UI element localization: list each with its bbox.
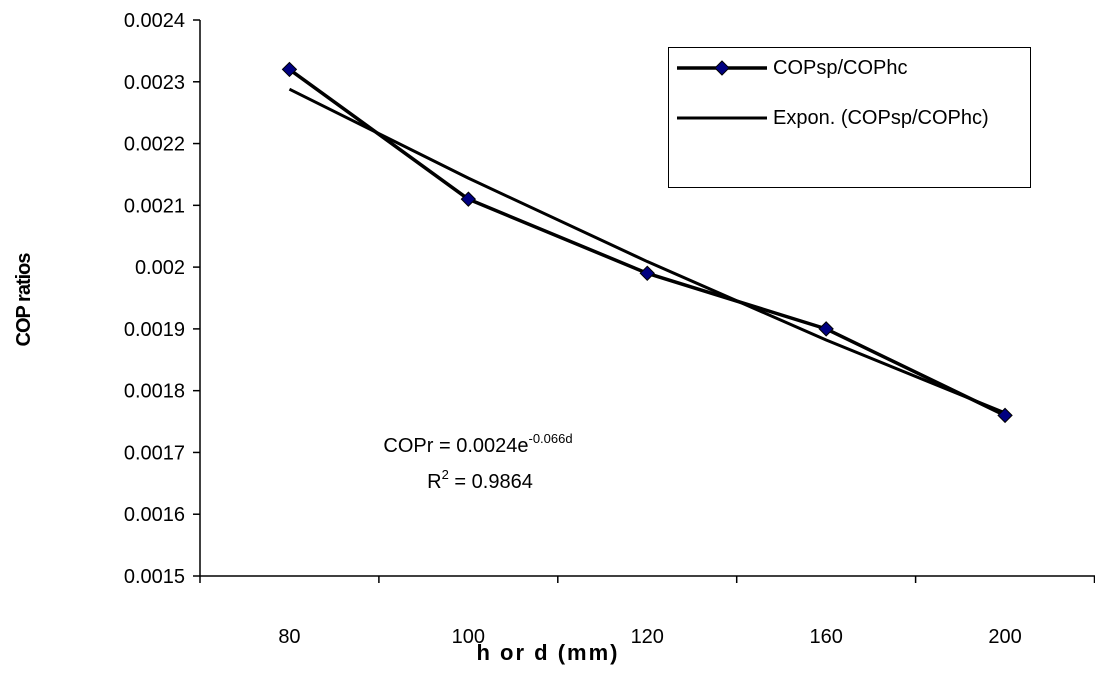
x-tick-label: 200 [988, 626, 1021, 648]
x-axis-title: h or d (mm) [477, 640, 620, 665]
legend-label: Expon. (COPsp/COPhc) [773, 107, 989, 129]
y-tick-label: 0.0024 [124, 10, 185, 32]
equation-exponent: -0.066d [529, 431, 573, 446]
y-tick-label: 0.0018 [124, 381, 185, 403]
x-tick-label: 160 [809, 626, 842, 648]
legend-swatch [677, 116, 767, 120]
legend-swatch [677, 60, 767, 76]
equation-base: COPr = 0.0024e [383, 435, 528, 457]
trend-line [288, 87, 1006, 415]
y-tick-label: 0.0017 [124, 442, 185, 464]
legend-item: Expon. (COPsp/COPhc) [677, 106, 1013, 131]
marker [997, 407, 1013, 424]
y-tick-label: 0.0022 [124, 134, 185, 156]
marker [639, 265, 655, 281]
x-tick-label: 80 [278, 626, 300, 648]
marker [818, 321, 834, 337]
legend: COPsp/COPhc Expon. (COPsp/COPhc) [668, 47, 1031, 188]
r2-rest: = 0.9864 [449, 471, 533, 493]
y-tick-label: 0.002 [135, 257, 185, 279]
y-axis-title: COP ratios [13, 253, 35, 347]
equation: COPr = 0.0024e-0.066d [383, 431, 572, 457]
r2-base: R [427, 471, 441, 493]
legend-item: COPsp/COPhc [677, 56, 1023, 81]
y-tick-label: 0.0019 [124, 319, 185, 341]
y-tick-label: 0.0016 [124, 504, 185, 526]
y-tick-label: 0.0023 [124, 72, 185, 94]
x-tick-label: 100 [452, 626, 485, 648]
marker [281, 61, 298, 78]
y-tick-label: 0.0021 [124, 195, 185, 217]
legend-label: COPsp/COPhc [773, 57, 908, 79]
r-squared: R2 = 0.9864 [427, 467, 533, 493]
x-tick-label: 120 [631, 626, 664, 648]
legend-marker [714, 60, 730, 76]
r2-power: 2 [442, 467, 449, 482]
y-tick-label: 0.0015 [124, 566, 185, 588]
marker [460, 191, 477, 207]
